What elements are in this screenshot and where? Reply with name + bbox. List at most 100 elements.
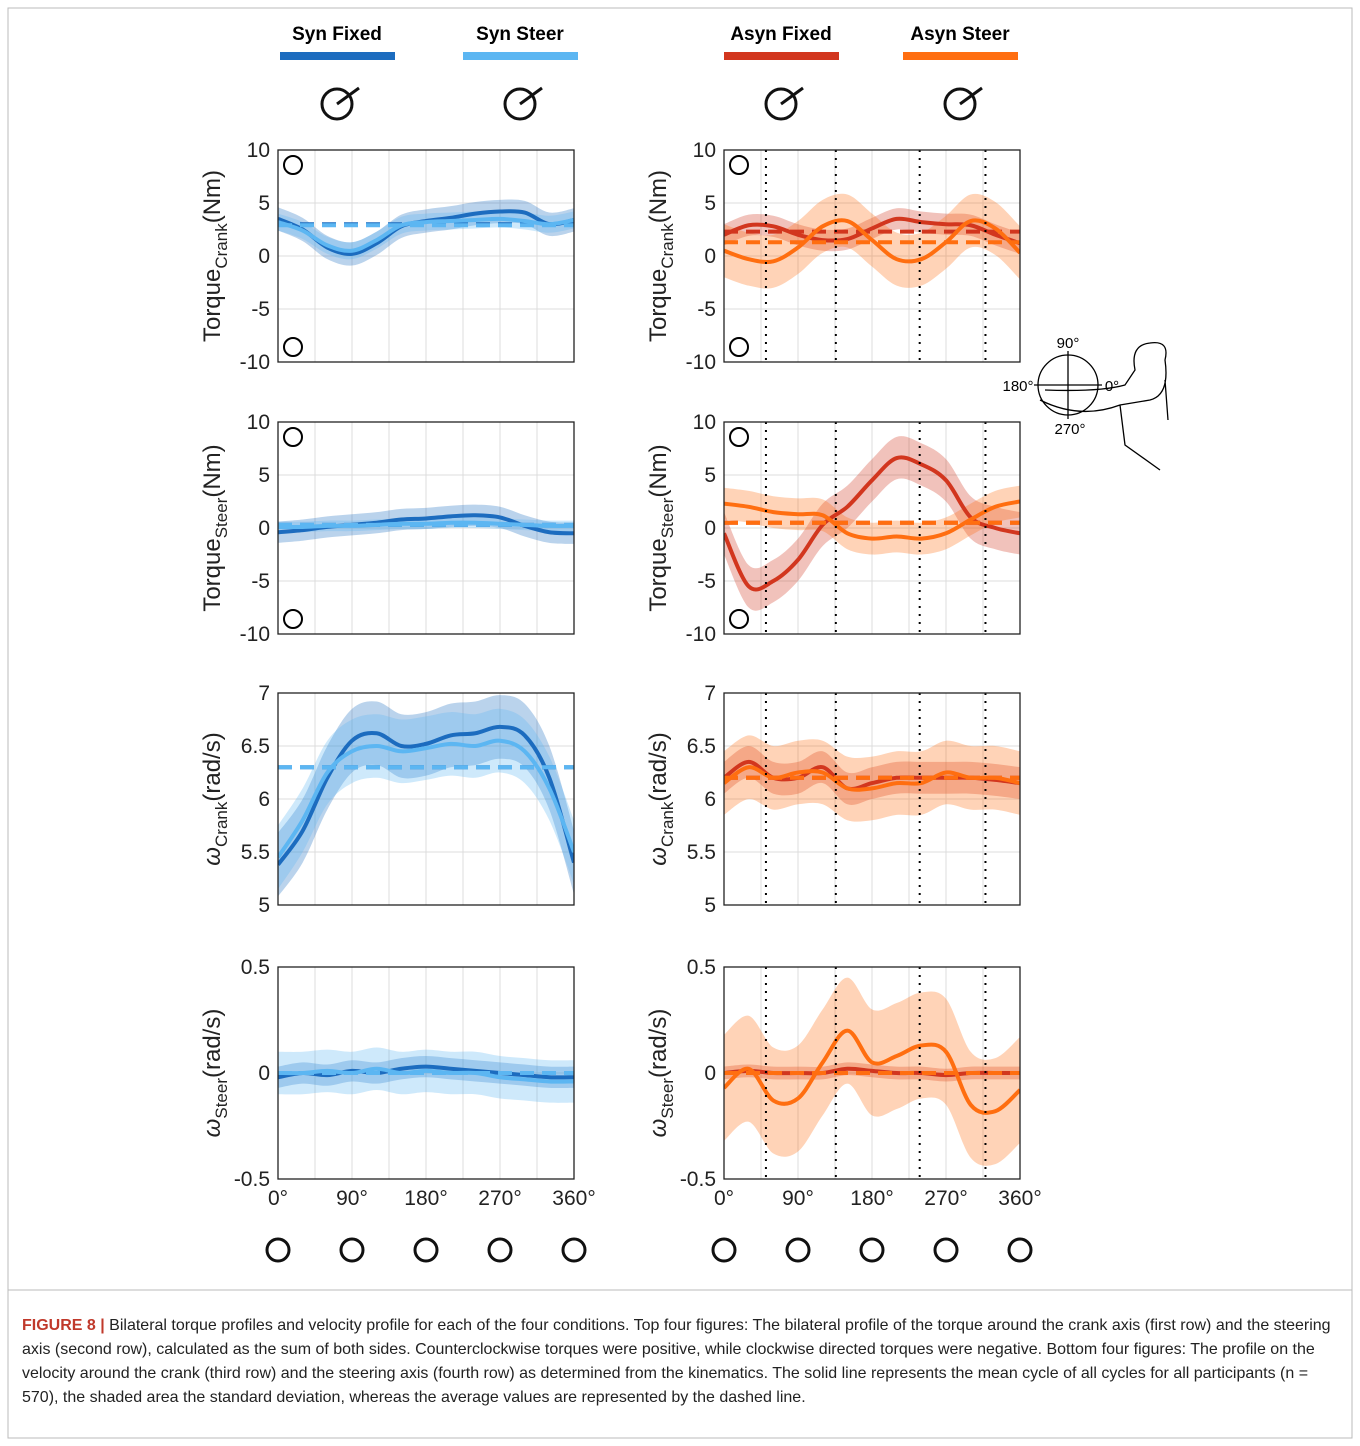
legend-swatch (280, 52, 395, 60)
y-label-sub: Steer (658, 497, 677, 538)
y-label-sub: Crank (658, 801, 677, 847)
y-tick-label: 0 (258, 245, 270, 268)
x-tick-label: 90° (782, 1187, 814, 1210)
y-axis-label: TorqueCrank(Nm) (645, 170, 677, 342)
x-tick-label: 180° (850, 1187, 893, 1210)
y-tick-label: 5 (258, 192, 270, 215)
y-tick-label: 0 (258, 1062, 270, 1085)
crank-icon (935, 1239, 957, 1261)
legend-label: Syn Fixed (292, 24, 382, 45)
y-tick-label: 0 (258, 517, 270, 540)
icon-wheel (341, 1239, 363, 1261)
crank-icon (563, 1239, 585, 1261)
y-tick-label: -5 (251, 570, 270, 593)
y-label-unit: (rad/s) (199, 1009, 226, 1078)
y-label-sub: Crank (212, 801, 231, 847)
angle-label: 0° (1105, 378, 1119, 395)
y-label-unit: (Nm) (645, 170, 672, 223)
y-tick-label: 5.5 (687, 841, 716, 864)
crank-icon (267, 1239, 289, 1261)
legend-label: Asyn Steer (910, 24, 1010, 45)
x-tick-label: 0° (714, 1187, 734, 1210)
icon-wheel (267, 1239, 289, 1261)
y-tick-label: 5 (704, 464, 716, 487)
x-tick-label: 360° (552, 1187, 595, 1210)
y-label-main: Torque (199, 538, 226, 611)
caption-label: FIGURE 8 | (22, 1317, 105, 1334)
y-axis-label: ωCrank(rad/s) (645, 732, 677, 865)
legend-icon (322, 88, 359, 119)
y-tick-label: 7 (258, 682, 270, 705)
y-label-sub: Crank (212, 223, 231, 269)
y-tick-label: 0.5 (241, 956, 270, 979)
y-tick-label: -5 (251, 298, 270, 321)
y-label-unit: (rad/s) (645, 1009, 672, 1078)
y-tick-label: 5.5 (241, 841, 270, 864)
crank-icon (713, 1239, 735, 1261)
crank-icon (341, 1239, 363, 1261)
y-label-main: Torque (645, 269, 672, 342)
x-tick-label: 90° (336, 1187, 368, 1210)
caption: FIGURE 8 | Bilateral torque profiles and… (22, 1314, 1338, 1410)
icon-wheel (1009, 1239, 1031, 1261)
arm-diagram (1034, 343, 1168, 470)
y-label-unit: (rad/s) (645, 732, 672, 801)
y-tick-label: 7 (704, 682, 716, 705)
legend-icon (766, 88, 803, 119)
crank-icon (489, 1239, 511, 1261)
y-tick-label: 0.5 (687, 956, 716, 979)
y-tick-label: -0.5 (680, 1168, 716, 1191)
y-tick-label: -10 (686, 351, 716, 374)
x-tick-label: 270° (924, 1187, 967, 1210)
y-tick-label: -10 (240, 351, 270, 374)
y-label-main: ω (199, 847, 226, 866)
y-tick-label: 0 (704, 245, 716, 268)
y-label-sub: Steer (212, 1078, 231, 1119)
legend-label: Asyn Fixed (730, 24, 831, 45)
legend-icon (505, 88, 542, 119)
y-axis-label: TorqueSteer(Nm) (645, 444, 677, 611)
y-tick-label: 10 (247, 139, 270, 162)
y-tick-label: -5 (697, 298, 716, 321)
x-tick-label: 360° (998, 1187, 1041, 1210)
y-tick-label: 5 (704, 192, 716, 215)
y-label-unit: (rad/s) (199, 732, 226, 801)
x-tick-label: 0° (268, 1187, 288, 1210)
y-label-main: ω (645, 1119, 672, 1138)
y-label-main: ω (199, 1119, 226, 1138)
y-tick-label: 5 (258, 464, 270, 487)
crank-icon (861, 1239, 883, 1261)
legend-swatch (903, 52, 1018, 60)
y-tick-label: -10 (686, 623, 716, 646)
y-label-sub: Steer (212, 497, 231, 538)
y-tick-label: -0.5 (234, 1168, 270, 1191)
y-axis-label: TorqueSteer(Nm) (199, 444, 231, 611)
y-tick-label: 6 (258, 788, 270, 811)
y-label-unit: (Nm) (199, 444, 226, 497)
angle-label: 180° (1002, 378, 1033, 395)
caption-text: Bilateral torque profiles and velocity p… (22, 1317, 1331, 1406)
y-label-main: Torque (645, 538, 672, 611)
icon-wheel (787, 1239, 809, 1261)
y-tick-label: -5 (697, 570, 716, 593)
crank-icon (415, 1239, 437, 1261)
y-label-main: Torque (199, 269, 226, 342)
angle-label: 90° (1057, 335, 1080, 352)
chart: 90° 180° 0° 270° Syn FixedSyn Steer1050-… (0, 0, 1360, 1446)
y-label-main: ω (645, 847, 672, 866)
legend-swatch (724, 52, 839, 60)
icon-wheel (861, 1239, 883, 1261)
figure: 90° 180° 0° 270° Syn FixedSyn Steer1050-… (0, 0, 1360, 1446)
icon-wheel (935, 1239, 957, 1261)
y-tick-label: -10 (240, 623, 270, 646)
y-label-sub: Crank (658, 223, 677, 269)
y-tick-label: 6.5 (241, 735, 270, 758)
icon-wheel (489, 1239, 511, 1261)
y-tick-label: 6.5 (687, 735, 716, 758)
y-tick-label: 5 (258, 894, 270, 917)
crank-icon (787, 1239, 809, 1261)
y-label-unit: (Nm) (199, 170, 226, 223)
y-axis-label: ωCrank(rad/s) (199, 732, 231, 865)
y-tick-label: 0 (704, 517, 716, 540)
icon-wheel (415, 1239, 437, 1261)
